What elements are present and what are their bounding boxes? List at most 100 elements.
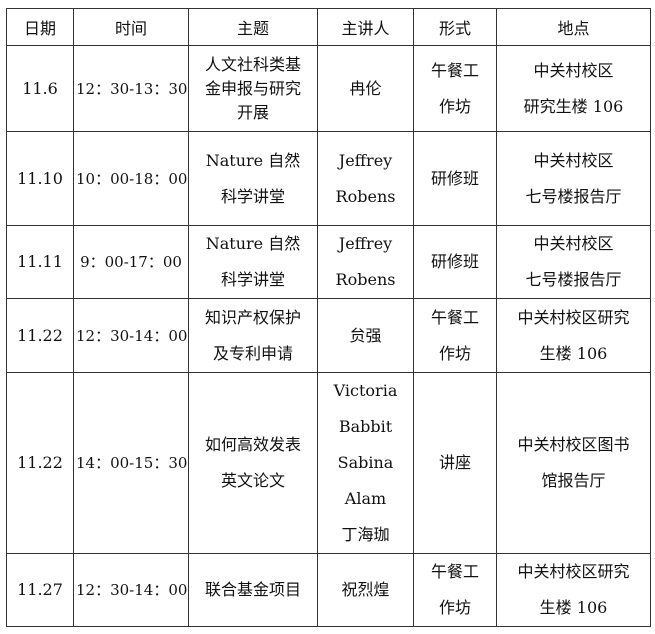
header-time: 时间	[73, 8, 189, 46]
header-row: 日期 时间 主题 主讲人 形式 地点	[6, 8, 651, 46]
cell-topic: 人文社科类基 金申报与研究 开展	[188, 45, 318, 132]
time-text: 12：30-13：30	[76, 79, 188, 98]
cell-time: 12：30-13：30	[73, 45, 189, 132]
location-text: 七号楼报告厅	[525, 270, 622, 289]
cell-time: 12：30-14：00	[73, 298, 189, 373]
schedule-table: 日期 时间 主题 主讲人 形式 地点 11.6 12：30-13：30 人文社科类基…	[6, 8, 651, 627]
topic-text: 金申报与研究	[204, 78, 301, 98]
location-text: 研究生楼 106	[523, 96, 624, 116]
cell-location: 中关村校区研究生楼 106	[496, 298, 651, 373]
time-text: 14：00-15：30	[76, 454, 188, 472]
cell-topic: 知识产权保护 及专利申请	[188, 298, 318, 373]
format-text: 讲座	[438, 453, 471, 472]
speaker-text: Jeffrey	[338, 234, 393, 253]
cell-location: 中关村校区七号楼报告厅	[496, 225, 651, 299]
format-text: 研修班	[430, 168, 479, 188]
table-row: 11.11 9：00-17：00 Nature 自然 科学讲堂 Jeffrey Roben…	[6, 225, 651, 299]
cell-date: 11.22	[6, 298, 74, 373]
format-text: 研修班	[430, 252, 479, 271]
table-row: 11.22 14：00-15：30 如何高效发表 英文论文 Victoria Babbit…	[6, 372, 651, 554]
speaker-text: Babbit	[338, 417, 393, 436]
location-text: 馆报告厅	[541, 471, 606, 490]
time-text: 10：00-18：00	[76, 169, 188, 188]
speaker-text: 冉伦	[349, 78, 382, 98]
topic-text: 科学讲堂	[220, 270, 285, 289]
date-text: 11.6	[22, 78, 58, 98]
location-text: 中关村校区研究	[517, 562, 630, 581]
speaker-text: Sabina	[337, 453, 394, 472]
cell-format: 午餐工 作坊	[413, 553, 497, 627]
cell-format: 午餐工 作坊	[413, 45, 497, 132]
cell-speaker: Victoria Babbit Sabina Alam 丁海珈	[317, 372, 414, 554]
date-text: 11.22	[17, 453, 63, 472]
cell-topic: Nature 自然 科学讲堂	[188, 225, 318, 299]
header-format: 形式	[413, 8, 497, 46]
cell-location: 中关村校区研究生楼 106	[496, 553, 651, 627]
speaker-text: 祝烈煌	[341, 580, 390, 599]
topic-text: 及专利申请	[212, 343, 293, 363]
date-text: 11.11	[17, 252, 63, 271]
table-row: 11.22 12：30-14：00 知识产权保护 及专利申请 贠强 午餐工 作坊 中关村校区研…	[6, 298, 651, 373]
cell-topic: 如何高效发表 英文论文	[188, 372, 318, 554]
cell-time: 14：00-15：30	[73, 372, 189, 554]
topic-text: 英文论文	[220, 471, 285, 490]
cell-topic: 联合基金项目	[188, 553, 318, 627]
header-date: 日期	[6, 8, 74, 46]
cell-date: 11.22	[6, 372, 74, 554]
speaker-text: 丁海珈	[341, 525, 390, 544]
location-text: 七号楼报告厅	[525, 186, 622, 206]
cell-speaker: Jeffrey Robens	[317, 131, 414, 226]
location-text: 中关村校区	[533, 234, 614, 253]
cell-speaker: 祝烈煌	[317, 553, 414, 627]
cell-date: 11.6	[6, 45, 74, 132]
header-location: 地点	[496, 8, 651, 46]
cell-time: 9：00-17：00	[73, 225, 189, 299]
speaker-text: Victoria	[333, 381, 398, 400]
speaker-text: Jeffrey	[338, 150, 393, 170]
format-text: 作坊	[438, 598, 471, 617]
table-row: 11.6 12：30-13：30 人文社科类基 金申报与研究 开展 冉伦 午餐工 作坊 中关村校…	[6, 45, 651, 132]
topic-text: 联合基金项目	[204, 580, 301, 599]
date-text: 11.10	[17, 168, 63, 188]
speaker-text: 贠强	[349, 325, 382, 345]
format-text: 午餐工	[430, 562, 479, 581]
topic-text: 知识产权保护	[204, 307, 301, 327]
topic-text: 科学讲堂	[220, 186, 285, 206]
date-text: 11.22	[17, 325, 63, 345]
format-text: 午餐工	[430, 60, 479, 80]
cell-format: 讲座	[413, 372, 497, 554]
topic-text: 开展	[236, 102, 269, 122]
cell-date: 11.11	[6, 225, 74, 299]
cell-speaker: 冉伦	[317, 45, 414, 132]
date-text: 11.27	[17, 580, 63, 599]
cell-time: 12：30-14：00	[73, 553, 189, 627]
time-text: 9：00-17：00	[80, 253, 182, 271]
format-text: 作坊	[438, 96, 471, 116]
time-text: 12：30-14：00	[76, 326, 188, 345]
location-text: 中关村校区研究	[517, 307, 630, 327]
location-text: 中关村校区图书	[517, 435, 630, 454]
speaker-text: Alam	[344, 489, 387, 508]
cell-time: 10：00-18：00	[73, 131, 189, 226]
format-text: 午餐工	[430, 307, 479, 327]
speaker-text: Robens	[335, 186, 396, 206]
cell-location: 中关村校区七号楼报告厅	[496, 131, 651, 226]
cell-format: 午餐工 作坊	[413, 298, 497, 373]
table-row: 11.10 10：00-18：00 Nature 自然 科学讲堂 Jeffrey Robe…	[6, 131, 651, 226]
topic-text: 如何高效发表	[204, 435, 301, 454]
header-speaker: 主讲人	[317, 8, 414, 46]
topic-text: Nature 自然	[205, 234, 301, 253]
location-text: 生楼 106	[539, 598, 608, 617]
format-text: 作坊	[438, 343, 471, 363]
speaker-text: Robens	[335, 270, 396, 289]
location-text: 生楼 106	[539, 343, 608, 363]
cell-speaker: Jeffrey Robens	[317, 225, 414, 299]
topic-text: 人文社科类基	[204, 54, 301, 74]
cell-format: 研修班	[413, 131, 497, 226]
time-text: 12：30-14：00	[76, 581, 188, 599]
header-topic: 主题	[188, 8, 318, 46]
location-text: 中关村校区	[533, 60, 614, 80]
cell-format: 研修班	[413, 225, 497, 299]
location-text: 中关村校区	[533, 150, 614, 170]
cell-date: 11.10	[6, 131, 74, 226]
